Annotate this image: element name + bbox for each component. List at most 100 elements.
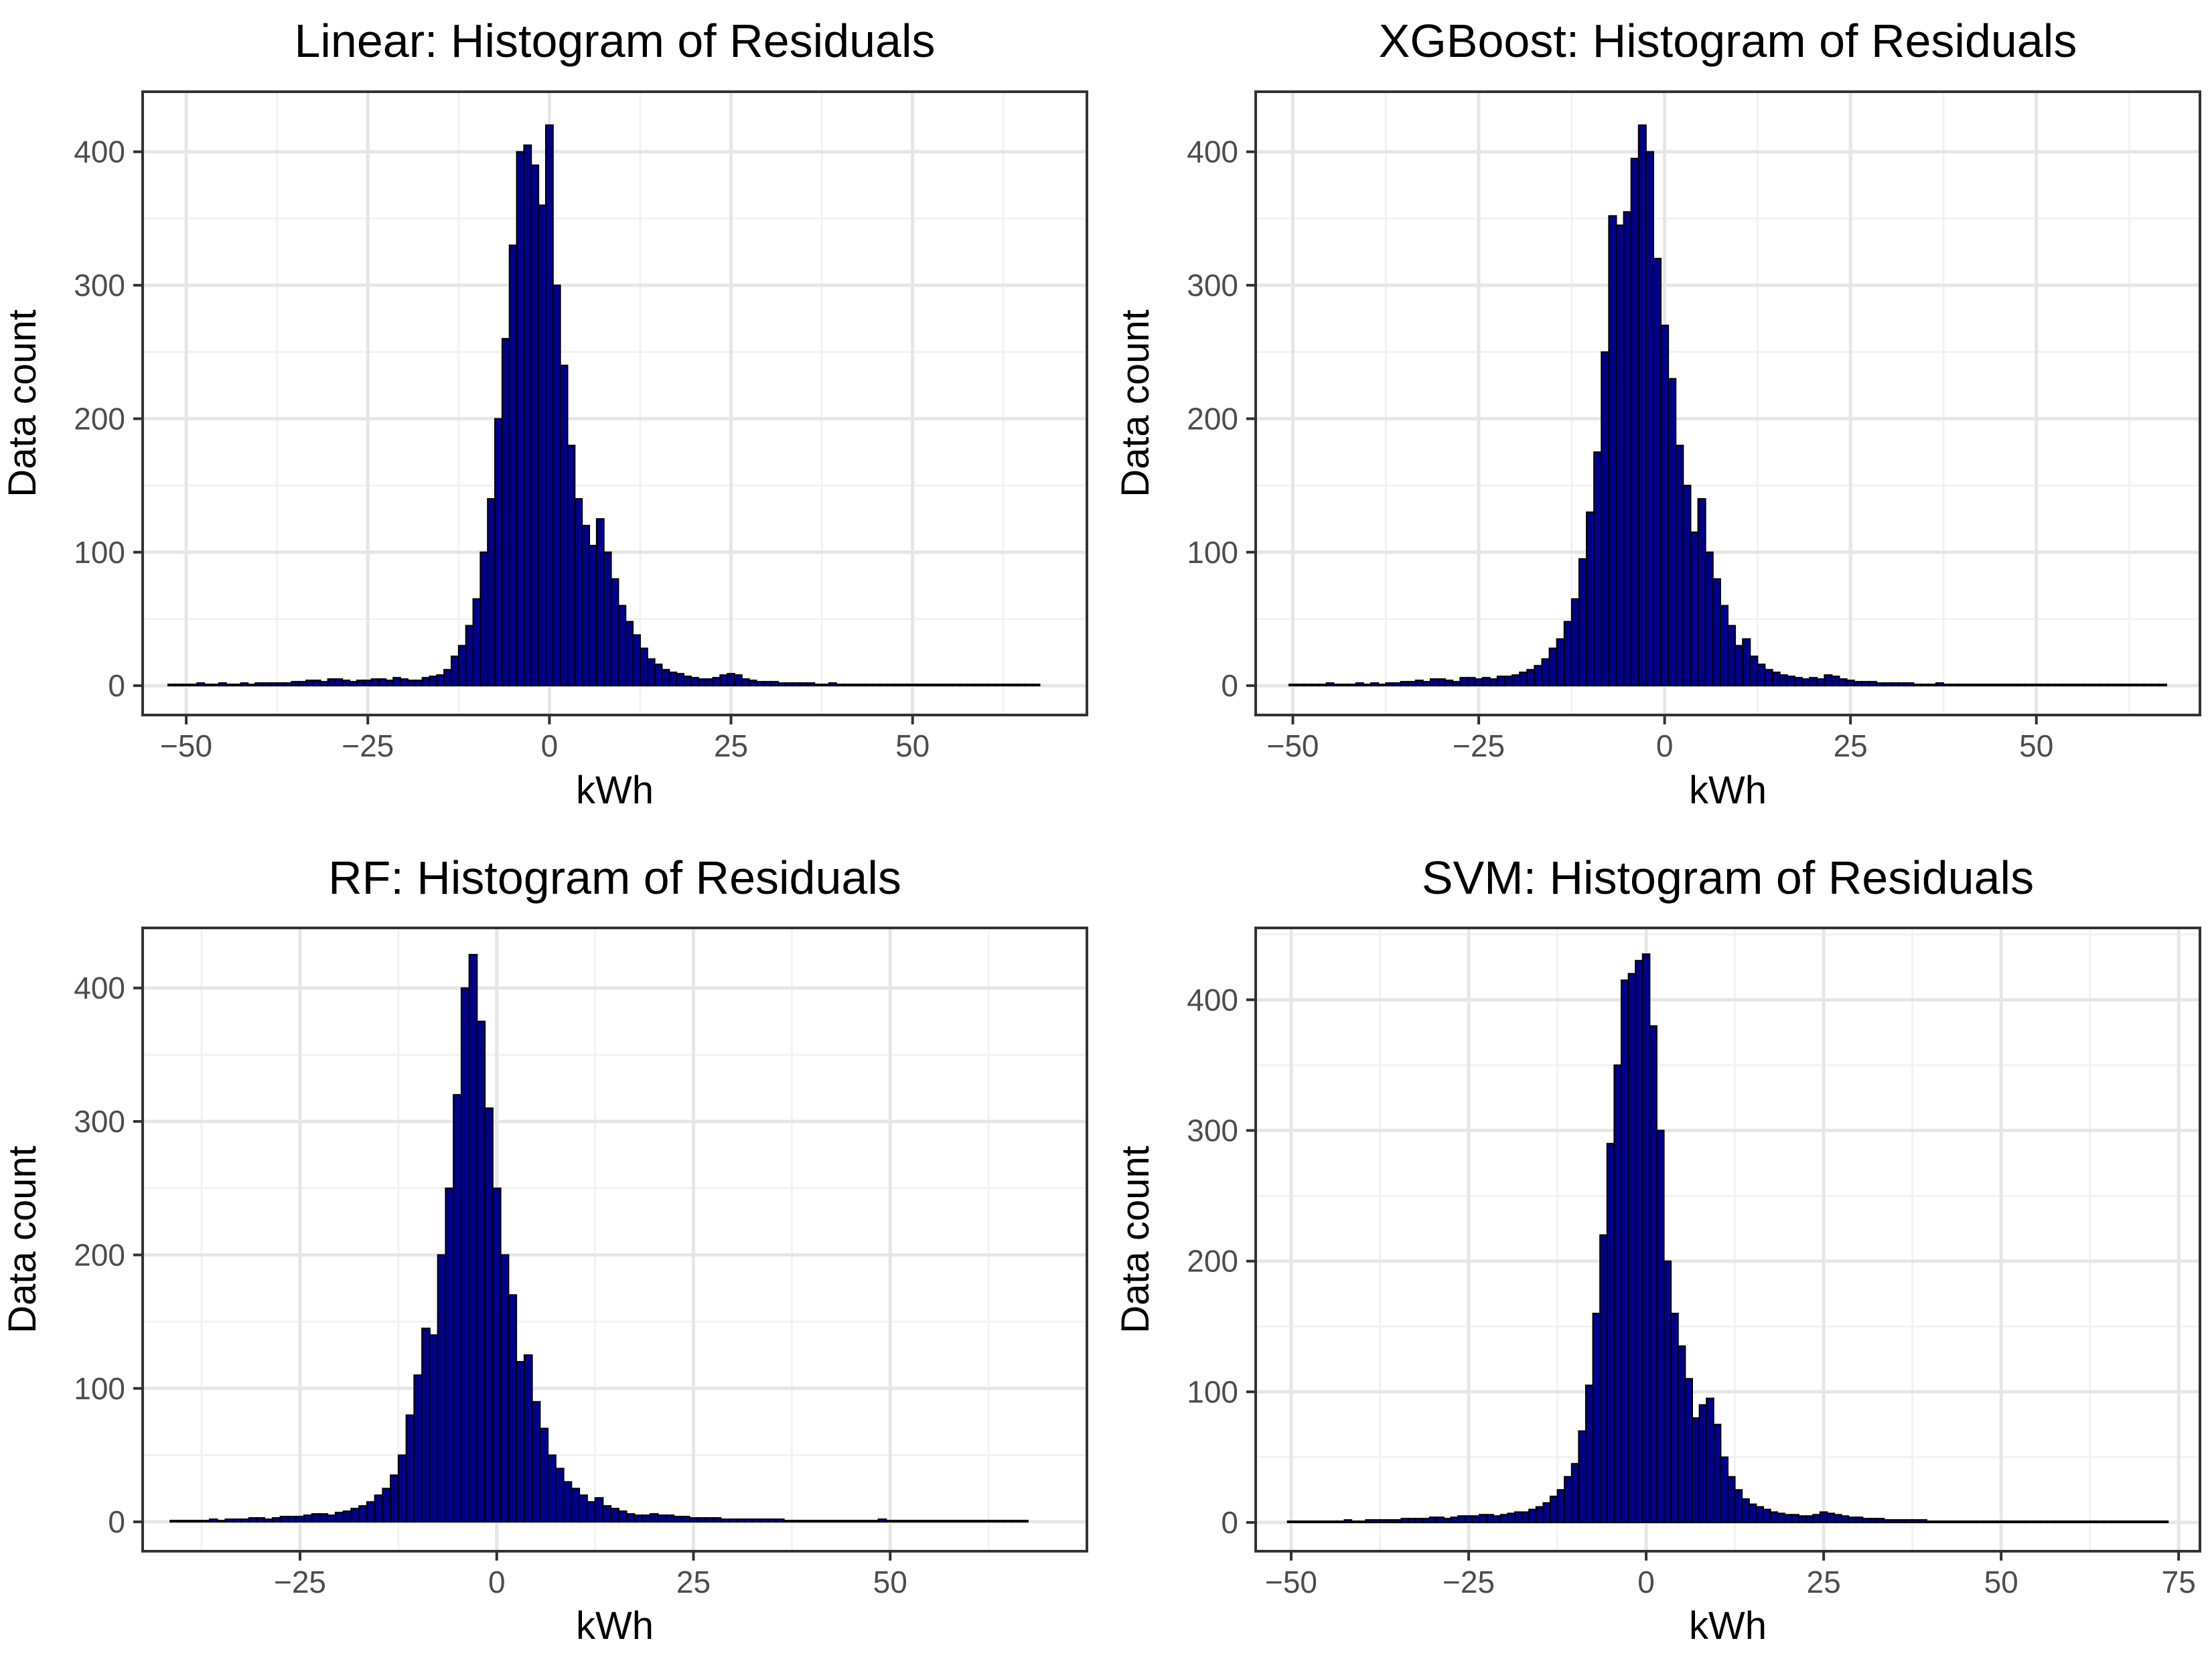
histogram-bar [1798, 1515, 1807, 1524]
histogram-bar [405, 1414, 415, 1523]
histogram-bar [1452, 681, 1461, 687]
histogram-bar [1868, 681, 1878, 687]
panel-border [1254, 927, 2201, 1553]
x-tick-label: 50 [895, 728, 930, 763]
histogram-bar [1786, 676, 1795, 687]
histogram-bar [1935, 682, 1944, 687]
histogram-bar [1017, 684, 1026, 687]
histogram-bar [177, 1520, 187, 1523]
histogram-bar [1385, 682, 1394, 687]
histogram-bar [1769, 1511, 1779, 1524]
histogram-bar [400, 678, 409, 687]
histogram-bar [821, 684, 830, 687]
histogram-bar [2004, 1520, 2013, 1524]
histogram-bar [1296, 684, 1305, 687]
histogram-bar [1816, 678, 1826, 687]
histogram-bar [1670, 1312, 1679, 1524]
histogram-bar [1911, 1519, 1921, 1524]
histogram-bar [1485, 1514, 1495, 1524]
histogram-bar [574, 498, 583, 687]
histogram-bar [1471, 1515, 1480, 1524]
histogram-bar [291, 681, 300, 687]
histogram-bar [589, 544, 597, 687]
histogram-bar [1698, 1404, 1708, 1524]
histogram-bar [1526, 669, 1536, 687]
histogram-bar [390, 1474, 399, 1523]
histogram-bar [363, 680, 372, 687]
x-axis-ticks: −25 0 25 50 [274, 1551, 907, 1599]
histogram-bar [579, 1494, 588, 1523]
histogram-bar [1370, 682, 1380, 687]
histogram-bar [1407, 1518, 1416, 1524]
histogram-bar [1445, 680, 1454, 687]
histogram-bar [1890, 1519, 1899, 1524]
histogram-bar [370, 678, 380, 687]
histogram-bar [472, 598, 482, 687]
histogram-bar [334, 1512, 344, 1523]
histogram-bar [748, 680, 757, 687]
histogram-bar [2103, 1520, 2112, 1524]
histogram-bar [806, 682, 816, 687]
histogram-bar [167, 684, 176, 687]
y-tick-label: 400 [1187, 982, 1238, 1017]
histogram-bar [319, 1513, 329, 1523]
histogram-bar [2047, 684, 2056, 687]
histogram-bar [1499, 1514, 1509, 1524]
histogram-bar [1630, 157, 1639, 687]
histogram-bar [1996, 1520, 2006, 1524]
histogram-bar [1990, 1520, 1998, 1524]
histogram-bar [1697, 498, 1706, 687]
histogram-bar [2083, 684, 2093, 687]
histogram-bar [559, 364, 569, 687]
histogram-panel-1: −50 −25 0 25 50 0 100 200 300 400 Linear: Histogra… [1, 15, 1088, 812]
histogram-bar [865, 684, 874, 687]
histogram-bar [2067, 1520, 2077, 1524]
histogram-bar [1925, 1520, 1935, 1524]
histogram-bar [283, 682, 293, 687]
histogram-bar [646, 658, 656, 687]
histogram-bar [712, 677, 721, 687]
x-axis-label: kWh [1689, 769, 1767, 812]
histogram-bar [1876, 1518, 1885, 1524]
histogram-bar [453, 1094, 462, 1523]
y-tick-label: 300 [74, 268, 125, 303]
histogram-bar [1876, 682, 1885, 687]
histogram-bar [311, 1513, 321, 1523]
histogram-bar [1592, 1312, 1601, 1524]
histogram-bar [1742, 638, 1751, 687]
histogram-bar [2047, 1520, 2055, 1524]
histogram-bar [595, 518, 605, 687]
histogram-bar [1563, 621, 1572, 687]
histogram-bar [1351, 1520, 1359, 1524]
histogram-bar [673, 1516, 682, 1523]
y-tick-label: 400 [74, 135, 125, 169]
histogram-bar [862, 1520, 871, 1523]
histogram-bar [287, 1516, 297, 1523]
histogram-bar [1333, 684, 1342, 687]
histogram-bar [465, 625, 474, 687]
histogram-bar [407, 680, 416, 687]
histogram-bar [980, 684, 990, 687]
histogram-bar [1379, 1519, 1388, 1524]
panel-border [1254, 90, 2201, 716]
histogram-bar [1972, 684, 1982, 687]
histogram-bar [1601, 351, 1610, 687]
x-tick-label: −25 [1453, 728, 1505, 763]
histogram-bar [1503, 676, 1514, 687]
histogram-bar [1347, 684, 1357, 687]
histogram-bar [1450, 1516, 1459, 1524]
histogram-bar [1308, 1520, 1317, 1524]
histogram-bar [1826, 1512, 1836, 1524]
histogram-bar [799, 682, 808, 687]
histogram-bars [1288, 124, 2168, 687]
histogram-bar [1635, 959, 1643, 1524]
histogram-bar [948, 1520, 958, 1523]
histogram-bar [668, 672, 678, 687]
histogram-bar [908, 684, 917, 687]
histogram-bar [586, 1501, 596, 1523]
histogram-bar [741, 678, 750, 687]
y-tick-label: 100 [1187, 535, 1238, 570]
histogram-bar [940, 1520, 950, 1523]
x-tick-label: 0 [1637, 1565, 1655, 1599]
histogram-bar [1428, 1516, 1438, 1524]
